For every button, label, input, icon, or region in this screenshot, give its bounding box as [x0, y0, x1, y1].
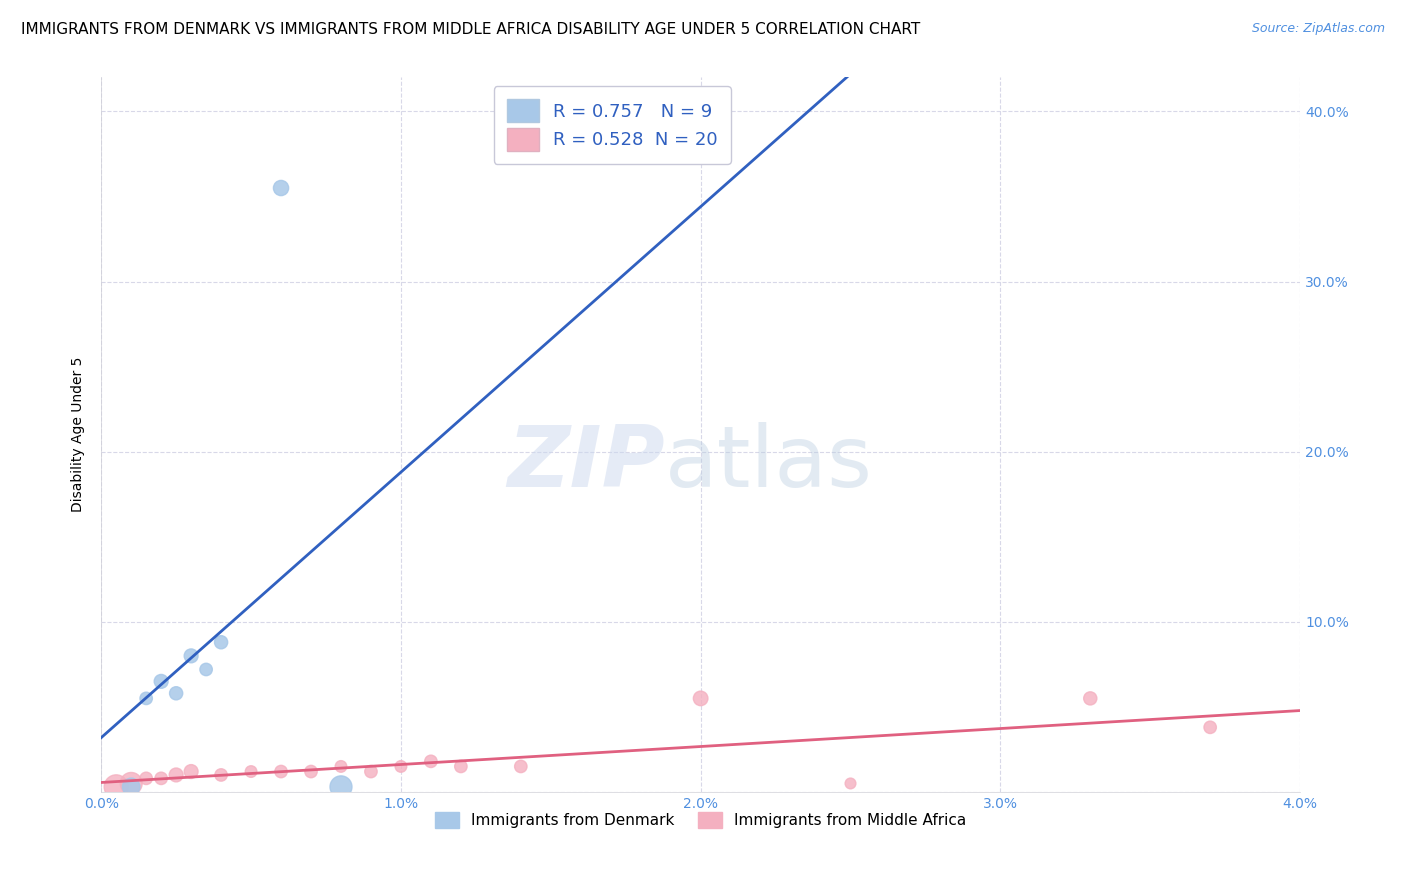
Point: [450, 759, 472, 773]
Point: [360, 764, 382, 779]
Text: Source: ZipAtlas.com: Source: ZipAtlas.com: [1251, 22, 1385, 36]
Point: [165, 686, 187, 700]
Point: [135, 772, 157, 786]
Point: [240, 764, 263, 779]
Point: [105, 780, 128, 794]
Legend: Immigrants from Denmark, Immigrants from Middle Africa: Immigrants from Denmark, Immigrants from…: [429, 806, 973, 834]
Point: [120, 780, 142, 794]
Text: ZIP: ZIP: [508, 422, 665, 505]
Point: [419, 755, 441, 769]
Point: [839, 776, 862, 790]
Text: atlas: atlas: [665, 422, 873, 505]
Point: [120, 776, 142, 790]
Point: [1199, 720, 1222, 734]
Point: [165, 768, 187, 782]
Point: [209, 768, 232, 782]
Point: [135, 691, 157, 706]
Point: [1078, 691, 1101, 706]
Point: [389, 759, 412, 773]
Point: [270, 764, 292, 779]
Point: [150, 674, 173, 689]
Point: [270, 181, 292, 195]
Point: [180, 648, 202, 663]
Y-axis label: Disability Age Under 5: Disability Age Under 5: [72, 357, 86, 512]
Point: [299, 764, 322, 779]
Point: [330, 759, 353, 773]
Point: [195, 663, 218, 677]
Point: [180, 764, 202, 779]
Point: [150, 772, 173, 786]
Point: [509, 759, 531, 773]
Text: IMMIGRANTS FROM DENMARK VS IMMIGRANTS FROM MIDDLE AFRICA DISABILITY AGE UNDER 5 : IMMIGRANTS FROM DENMARK VS IMMIGRANTS FR…: [21, 22, 921, 37]
Point: [209, 635, 232, 649]
Point: [689, 691, 711, 706]
Point: [330, 780, 353, 794]
